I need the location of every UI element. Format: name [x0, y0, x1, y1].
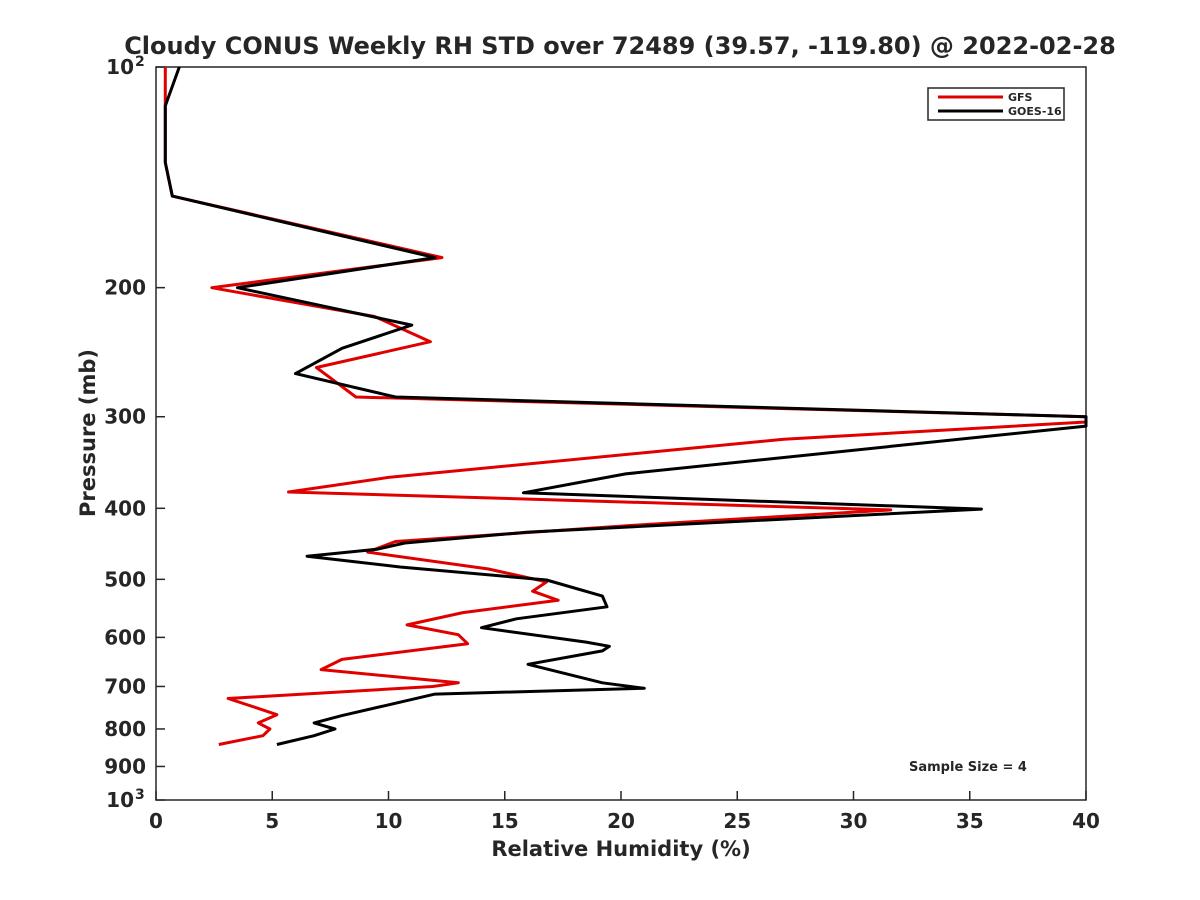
series-line-goes16 — [163, 66, 1088, 746]
x-tick-label: 30 — [840, 809, 868, 833]
y-tick-label: 900 — [104, 754, 146, 778]
x-tick-label: 15 — [491, 809, 519, 833]
legend: GFS GOES-16 — [927, 87, 1065, 121]
y-tick-label: 300 — [104, 405, 146, 429]
y-tick-label: 800 — [104, 717, 146, 741]
legend-label-goes16: GOES-16 — [1008, 105, 1062, 118]
series-layer — [163, 66, 1088, 746]
y-tick-label: 500 — [104, 567, 146, 591]
y-tick-label: 10 — [106, 788, 134, 812]
x-tick-label: 20 — [607, 809, 635, 833]
x-axis-label: Relative Humidity (%) — [491, 837, 750, 861]
x-tick-label: 5 — [265, 809, 279, 833]
x-tick-label: 40 — [1072, 809, 1100, 833]
chart-title: Cloudy CONUS Weekly RH STD over 72489 (3… — [124, 32, 1116, 60]
x-axis: 0 5 10 15 20 25 30 35 40 — [149, 791, 1100, 833]
y-tick-exponent: 2 — [135, 54, 145, 70]
x-tick-label: 35 — [956, 809, 984, 833]
y-tick-label: 700 — [104, 674, 146, 698]
y-tick-label: 200 — [104, 276, 146, 300]
y-tick-label: 600 — [104, 625, 146, 649]
x-tick-label: 25 — [723, 809, 751, 833]
legend-label-gfs: GFS — [1008, 91, 1033, 104]
y-tick-label: 400 — [104, 496, 146, 520]
series-line-gfs — [163, 67, 1088, 746]
y-axis-label: Pressure (mb) — [76, 349, 100, 517]
x-tick-label: 0 — [149, 809, 163, 833]
y-tick-exponent: 3 — [135, 787, 145, 803]
y-tick-label: 10 — [106, 55, 134, 79]
sample-size-annotation: Sample Size = 4 — [909, 760, 1027, 775]
legend-box — [927, 87, 1065, 121]
x-tick-label: 10 — [375, 809, 403, 833]
